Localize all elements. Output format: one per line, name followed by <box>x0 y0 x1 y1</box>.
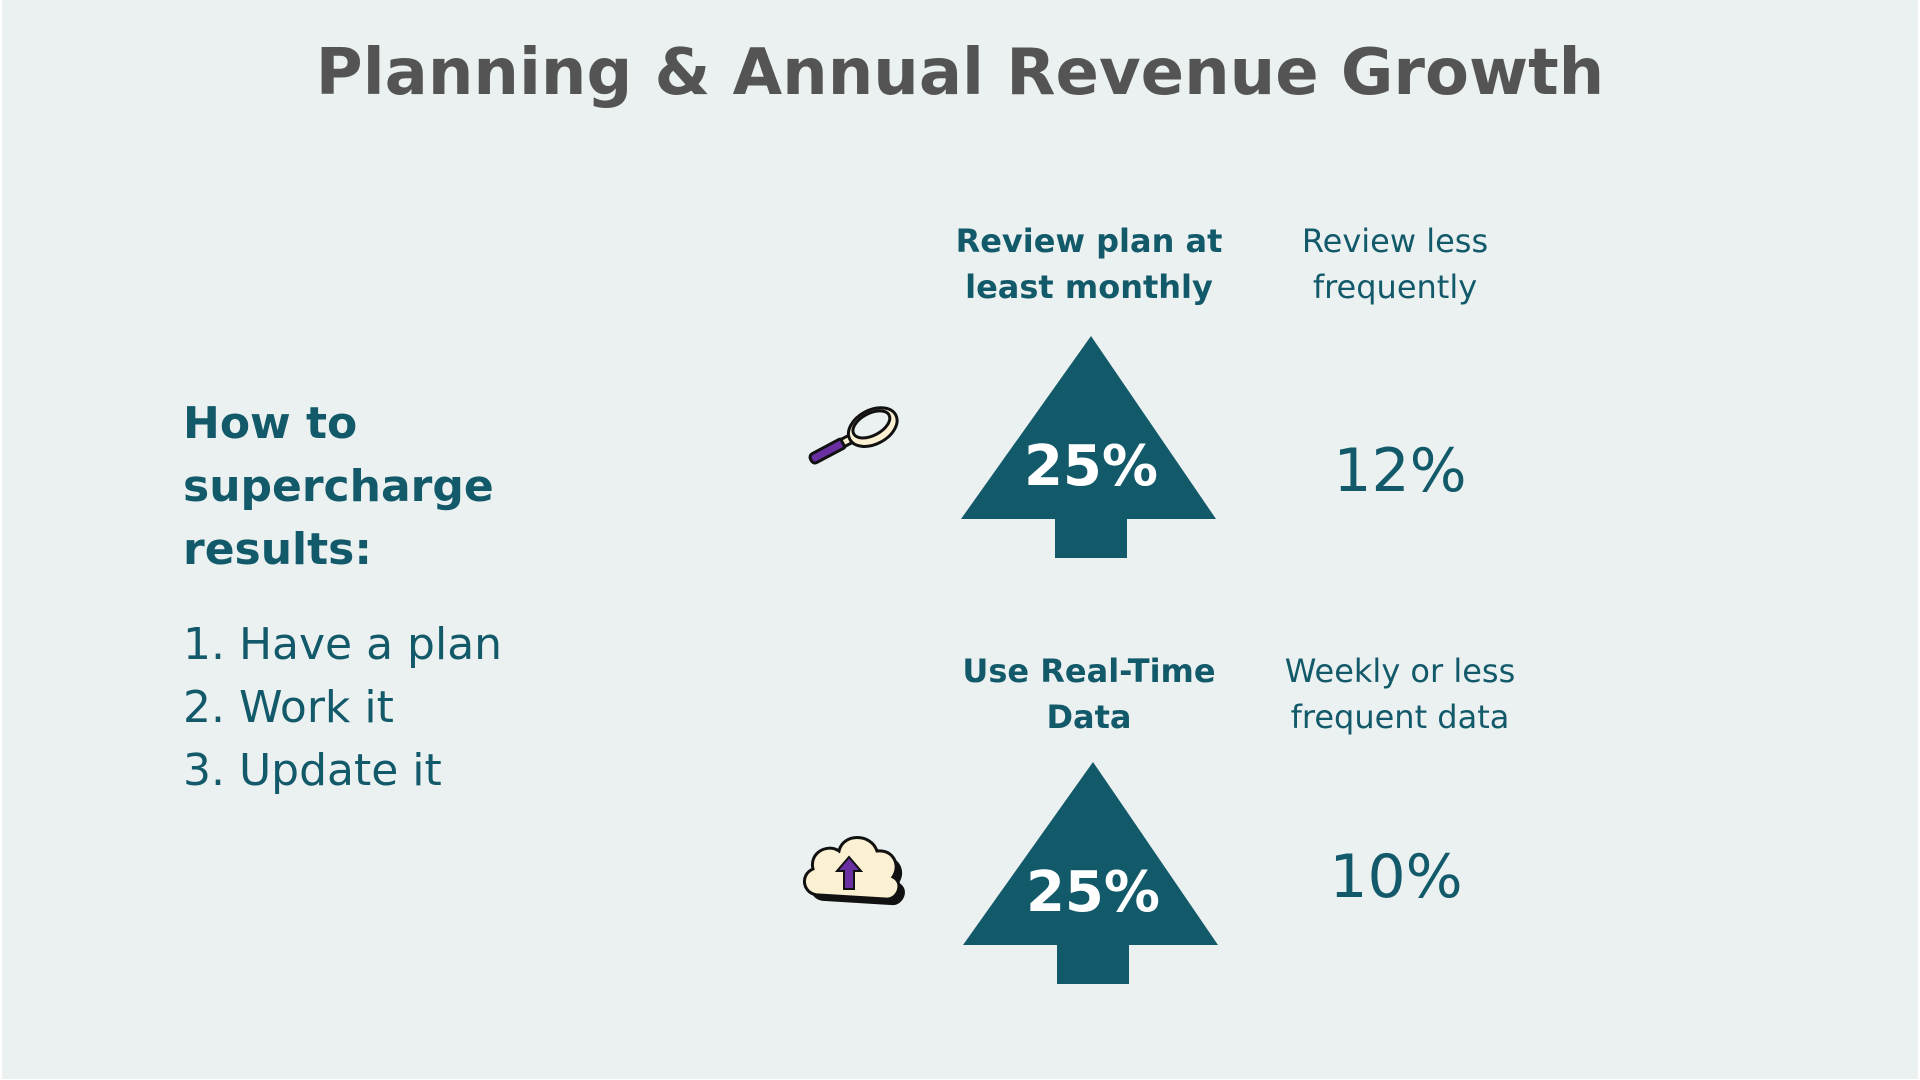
row1-growth-arrow: 25% <box>961 336 1221 558</box>
row1-compare-label: Review less frequently <box>1245 218 1545 310</box>
row2-compare-label: Weekly or less frequent data <box>1250 648 1550 740</box>
row1-metric-label: Review plan at least monthly <box>939 218 1239 310</box>
row1-compare-value: 12% <box>1333 436 1467 506</box>
step-item: 3. Update it <box>183 745 442 796</box>
row2-compare-label-line1: Weekly or less <box>1284 652 1516 690</box>
row1-compare-label-line1: Review less <box>1301 222 1489 260</box>
row2-metric-label-line2: Data <box>1046 698 1132 736</box>
row2-compare-label-line2: frequent data <box>1290 698 1510 736</box>
row1-metric-label-line2: least monthly <box>965 268 1213 306</box>
row1-metric-label-line1: Review plan at <box>955 222 1223 260</box>
row2-metric-label-line1: Use Real-Time <box>962 652 1216 690</box>
steps-list: 1. Have a plan 2. Work it 3. Update it <box>183 613 502 802</box>
row2-metric-label: Use Real-Time Data <box>939 648 1239 740</box>
row1-arrow-value: 25% <box>1023 434 1159 499</box>
row1-compare-label-line2: frequently <box>1312 268 1478 306</box>
left-heading: How to supercharge results: <box>183 398 494 575</box>
cloud-upload-icon <box>797 815 907 920</box>
row2-growth-arrow: 25% <box>963 762 1223 984</box>
step-item: 1. Have a plan <box>183 619 503 670</box>
page-title: Planning & Annual Revenue Growth <box>315 36 1605 110</box>
step-item: 2. Work it <box>183 682 394 733</box>
row2-arrow-value: 25% <box>1025 860 1161 925</box>
magnifying-glass-icon <box>797 400 907 480</box>
row2-compare-value: 10% <box>1329 842 1463 912</box>
